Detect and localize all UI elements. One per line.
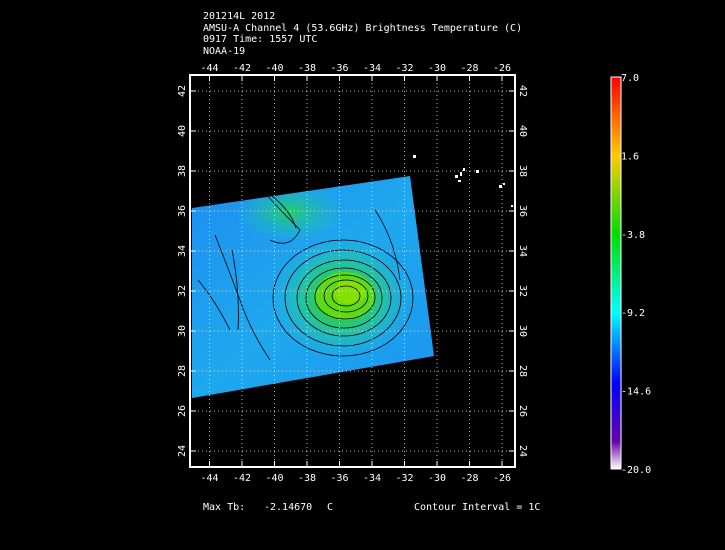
- lat-label-right: 42: [517, 85, 528, 97]
- lat-label-right: 32: [517, 285, 528, 297]
- lat-label-left: 36: [177, 205, 188, 217]
- lat-label-left: 42: [177, 85, 188, 97]
- lon-label-bottom: -42: [233, 473, 251, 484]
- lat-label-left: 26: [177, 405, 188, 417]
- map-frame: [189, 74, 516, 468]
- lon-label-bottom: -38: [298, 473, 316, 484]
- lon-label-bottom: -40: [265, 473, 283, 484]
- axis-labels: -44 -44 -42 -42 -40 -40 -38 -38 -36 -36 -34 -34 -32 -…: [177, 63, 528, 484]
- header: 201214L 2012 AMSU-A Channel 4 (53.6GHz) …: [203, 11, 522, 57]
- lon-label-top: -26: [493, 63, 511, 74]
- lat-label-right: 24: [517, 445, 528, 457]
- lon-label-bottom: -44: [200, 473, 218, 484]
- colorbar-label: -9.2: [621, 308, 645, 319]
- colorbar-label: -14.6: [621, 387, 651, 398]
- lon-label-top: -30: [428, 63, 446, 74]
- lat-label-right: 28: [517, 365, 528, 377]
- lon-label-top: -34: [363, 63, 381, 74]
- lat-label-right: 30: [517, 325, 528, 337]
- colorbar-label: 7.0: [621, 73, 639, 84]
- lon-label-bottom: -34: [363, 473, 381, 484]
- lat-label-right: 40: [517, 125, 528, 137]
- lon-label-bottom: -36: [330, 473, 348, 484]
- colorbar: 7.0 1.6 -3.8 -9.2 -14.6 -20.0: [610, 73, 651, 476]
- lon-label-top: -38: [298, 63, 316, 74]
- lat-label-left: 32: [177, 285, 188, 297]
- lat-label-left: 24: [177, 445, 188, 457]
- lat-label-left: 34: [177, 245, 188, 257]
- lon-label-top: -36: [330, 63, 348, 74]
- colorbar-label: 1.6: [621, 151, 639, 162]
- header-time: 0917 Time: 1557 UTC: [203, 34, 318, 45]
- lon-label-top: -44: [200, 63, 218, 74]
- brightness-temperature-swath: [192, 176, 434, 398]
- header-satellite: NOAA-19: [203, 45, 246, 57]
- lat-label-right: 36: [517, 205, 528, 217]
- lon-label-top: -42: [233, 63, 251, 74]
- lon-label-top: -40: [265, 63, 283, 74]
- max-tb-unit: C: [327, 502, 334, 513]
- lon-label-top: -32: [395, 63, 413, 74]
- max-tb-value: -2.14670: [264, 502, 313, 513]
- lon-label-bottom: -28: [460, 473, 478, 484]
- max-tb-label: Max Tb:: [203, 502, 246, 513]
- coastline-islands: [413, 155, 513, 207]
- lat-label-left: 38: [177, 165, 188, 177]
- lon-label-bottom: -30: [428, 473, 446, 484]
- lat-label-left: 28: [177, 365, 188, 377]
- lat-lon-grid: [190, 75, 515, 467]
- contour-interval: Contour Interval = 1C: [414, 502, 541, 513]
- lat-label-left: 40: [177, 125, 188, 137]
- lon-label-top: -28: [460, 63, 478, 74]
- lon-label-bottom: -26: [493, 473, 511, 484]
- lat-label-right: 26: [517, 405, 528, 417]
- colorbar-label: -20.0: [621, 465, 651, 476]
- contour-lines: [197, 189, 414, 361]
- header-channel: AMSU-A Channel 4 (53.6GHz) Brightness Te…: [203, 22, 523, 34]
- lat-label-left: 30: [177, 325, 188, 337]
- lon-label-bottom: -32: [395, 473, 413, 484]
- lat-label-right: 38: [517, 165, 528, 177]
- lat-label-right: 34: [517, 245, 528, 257]
- colorbar-label: -3.8: [621, 230, 645, 241]
- header-title: 201214L 2012: [203, 11, 276, 22]
